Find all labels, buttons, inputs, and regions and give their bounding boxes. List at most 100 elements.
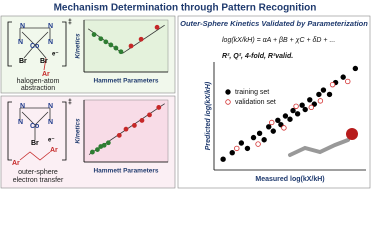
data-point — [294, 111, 301, 117]
data-point — [320, 87, 327, 93]
data-point — [308, 104, 314, 111]
molecule-bottom: N N N N Co Br e⁻ Ar Ar ‡ — [7, 99, 72, 167]
y-axis-label: Predicted log(kX/kH) — [205, 81, 212, 150]
data-point — [266, 124, 272, 130]
atom: Br — [19, 58, 27, 65]
data-point — [261, 137, 267, 143]
bond — [19, 27, 51, 59]
atom: N — [20, 23, 25, 30]
data-point — [103, 39, 109, 45]
bracket — [7, 101, 67, 161]
data-point — [131, 123, 137, 128]
atom: Ar — [12, 160, 20, 167]
molecule-body — [288, 138, 350, 157]
equation: log(kX/kH) = αA + βB + χC + δD + ... — [222, 37, 335, 44]
data-point — [105, 140, 111, 146]
data-point — [116, 132, 122, 138]
molecule-3d — [288, 128, 358, 157]
atom-ball — [346, 128, 358, 140]
data-point — [98, 36, 104, 42]
atom: ‡ — [68, 99, 72, 106]
data-point — [255, 141, 261, 147]
y-axis-label: Kinetics — [75, 33, 82, 59]
bracket — [7, 21, 67, 67]
atom: N — [48, 39, 53, 46]
data-point — [123, 126, 129, 132]
data-point — [139, 118, 145, 123]
data-point — [282, 113, 289, 119]
mechanism-label: electron transfer — [13, 177, 64, 184]
legend-label: validation set — [235, 99, 276, 106]
x-axis-label: Measured log(kX/kH) — [255, 176, 324, 183]
data-point — [234, 145, 240, 152]
data-point — [238, 140, 245, 146]
data-point — [101, 142, 107, 148]
atom: N — [18, 119, 23, 126]
data-point — [340, 74, 346, 80]
data-point — [275, 117, 281, 124]
data-point — [278, 121, 284, 128]
right-panel — [177, 15, 371, 189]
bond — [19, 107, 51, 140]
data-point — [90, 149, 95, 155]
x-axis-label: Hammett Parameters — [93, 78, 158, 85]
data-point — [256, 130, 263, 136]
atom: N — [48, 103, 53, 110]
data-point — [269, 119, 275, 126]
data-point — [250, 134, 257, 141]
bond — [43, 57, 47, 71]
data-point — [316, 91, 322, 98]
atom: N — [48, 23, 53, 30]
title: Mechanism Determination through Pattern … — [54, 3, 317, 14]
data-point — [220, 156, 226, 162]
y-axis-label: Kinetics — [75, 118, 82, 144]
data-point — [345, 78, 351, 85]
metrics: R², Q², 4-fold, R²valid. — [222, 53, 293, 60]
atom: N — [20, 103, 25, 110]
mechanism-label: halogen-atom — [17, 78, 60, 85]
data-point — [156, 105, 162, 110]
data-point — [244, 145, 251, 152]
data-point — [287, 116, 293, 122]
panel-heading: Outer-Sphere Kinetics Validated by Param… — [180, 19, 368, 28]
data-point — [128, 43, 134, 49]
data-point — [293, 103, 299, 109]
atom: Co — [30, 43, 39, 50]
data-point — [154, 24, 160, 30]
data-point — [352, 65, 359, 72]
mechanism-label: outer-sphere — [18, 169, 58, 176]
atom: Br — [31, 140, 39, 147]
bond — [19, 151, 51, 161]
atom: e⁻ — [52, 52, 59, 58]
data-point — [138, 36, 144, 42]
data-point — [147, 112, 152, 118]
atom: e⁻ — [48, 138, 55, 144]
legend-marker — [225, 89, 231, 95]
data-point — [91, 32, 97, 37]
atom: ‡ — [68, 19, 72, 26]
atom: Ar — [50, 147, 58, 154]
data-point — [108, 42, 114, 48]
data-point — [299, 102, 305, 108]
data-point — [229, 150, 235, 156]
data-point — [317, 98, 324, 104]
atom: Ar — [42, 71, 50, 78]
atom: N — [18, 39, 23, 46]
data-point — [311, 101, 318, 107]
graphical-abstract: Mechanism Determination through Pattern … — [0, 2, 371, 189]
atom: Co — [30, 123, 39, 130]
legend-label: training set — [235, 89, 269, 96]
data-point — [307, 97, 313, 103]
atom: N — [48, 119, 53, 126]
data-point — [302, 106, 308, 113]
data-point — [281, 125, 287, 131]
legend-marker — [225, 99, 231, 105]
x-axis-label: Hammett Parameters — [93, 168, 158, 175]
data-point — [290, 107, 296, 114]
data-point — [95, 147, 100, 153]
molecule-top: N N N N Co Br Br e⁻ Ar ‡ — [7, 19, 72, 78]
data-point — [270, 128, 276, 134]
data-point — [113, 45, 119, 51]
data-point — [118, 49, 124, 55]
atom: Br — [40, 58, 48, 65]
